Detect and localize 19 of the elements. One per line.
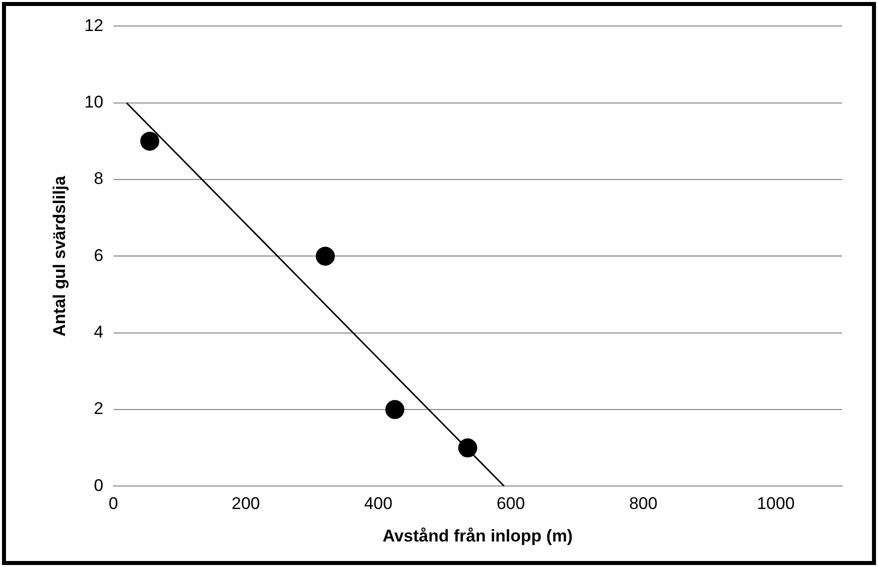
y-tick-label: 6 xyxy=(94,246,104,265)
point xyxy=(385,400,404,420)
y-tick-label: 8 xyxy=(94,169,104,188)
x-tick-label: 600 xyxy=(496,494,525,514)
x-tick-label: 1000 xyxy=(756,494,795,514)
point xyxy=(316,246,335,266)
y-axis-title: Antal gul svärdslilja xyxy=(50,175,69,337)
x-tick-label: 800 xyxy=(629,494,658,514)
y-tick-label: 2 xyxy=(94,399,104,418)
point xyxy=(140,132,160,151)
x-tick-label: 400 xyxy=(364,494,392,514)
point xyxy=(458,438,478,458)
x-tick-label: 0 xyxy=(108,494,118,514)
y-tick-label: 10 xyxy=(84,92,104,112)
x-tick-label: 200 xyxy=(232,494,260,514)
y-tick-label: 12 xyxy=(84,16,104,35)
x-axis-title: Avstånd från inlopp (m) xyxy=(382,526,573,546)
y-tick-label: 0 xyxy=(94,476,104,495)
y-tick-label: 4 xyxy=(94,322,104,342)
